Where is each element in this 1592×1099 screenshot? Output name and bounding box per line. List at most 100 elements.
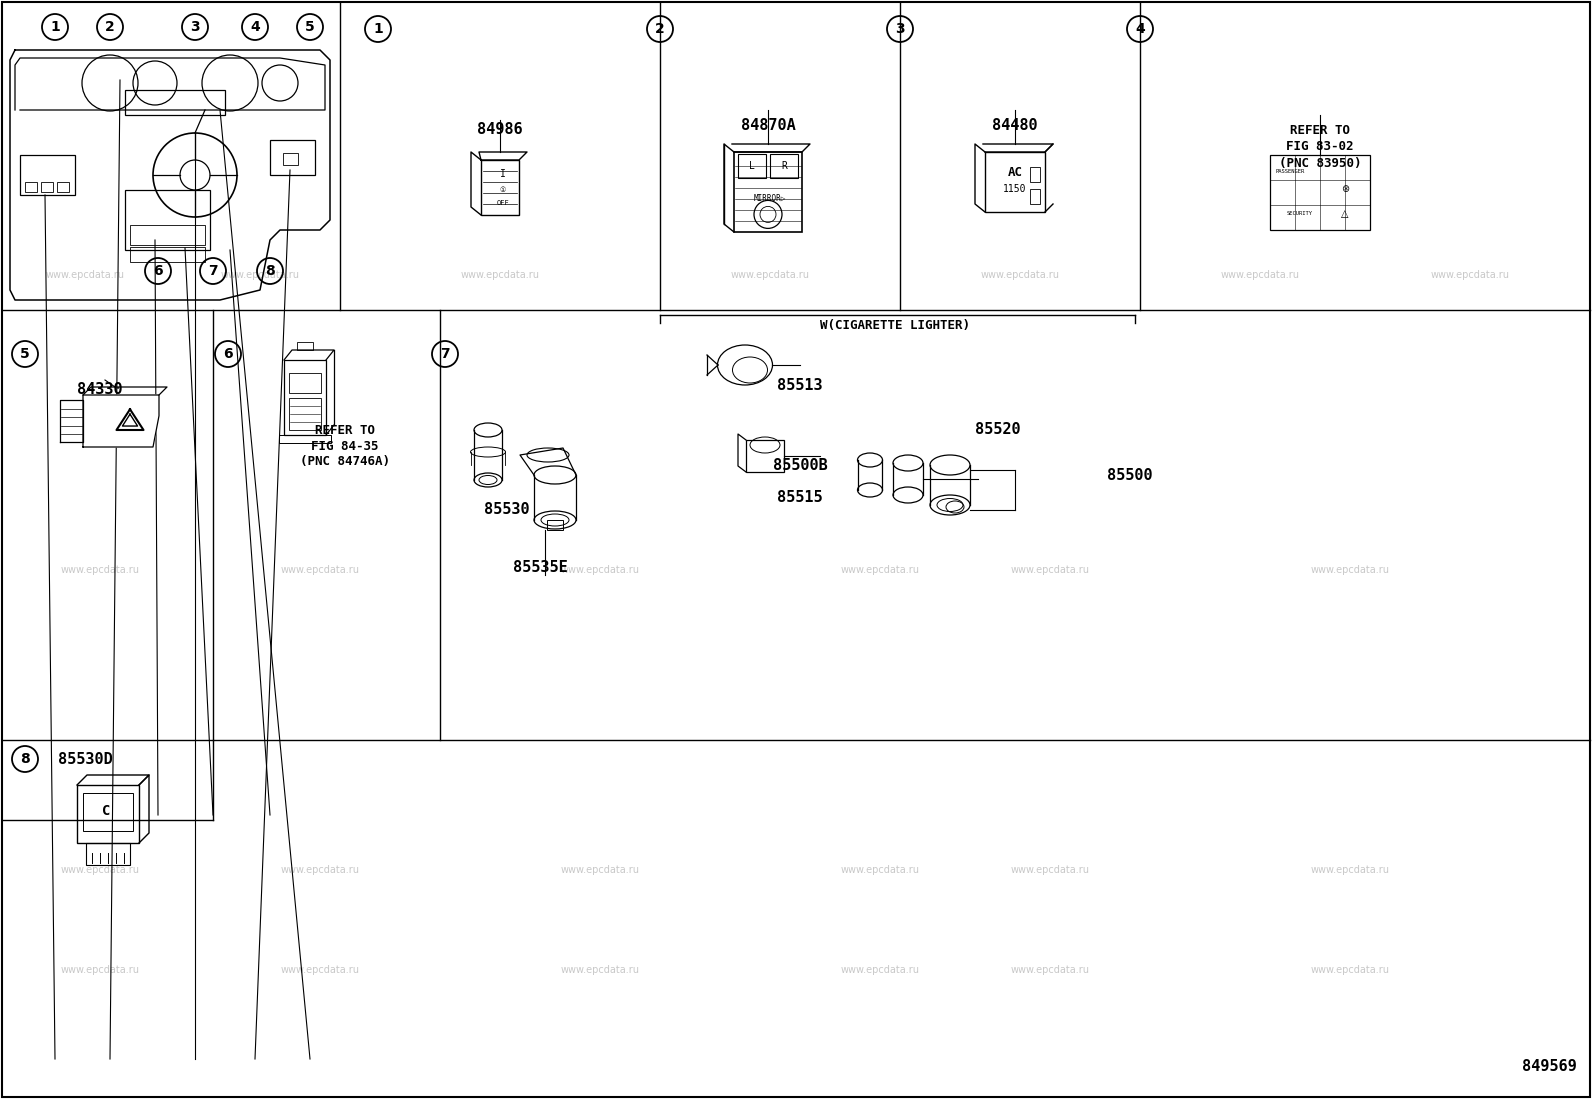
Text: △: △ <box>1340 209 1348 219</box>
Text: MIRROR▷: MIRROR▷ <box>755 193 786 203</box>
Text: 85535E: 85535E <box>513 560 567 576</box>
Text: REFER TO: REFER TO <box>1290 123 1350 136</box>
Text: www.epcdata.ru: www.epcdata.ru <box>46 270 124 280</box>
Polygon shape <box>471 152 481 215</box>
Text: REFER TO: REFER TO <box>315 423 376 436</box>
Text: 85515: 85515 <box>777 489 823 504</box>
Text: www.epcdata.ru: www.epcdata.ru <box>280 965 360 975</box>
Text: www.epcdata.ru: www.epcdata.ru <box>731 270 809 280</box>
Text: 5: 5 <box>306 20 315 34</box>
Text: FIG 83-02: FIG 83-02 <box>1286 141 1353 154</box>
Text: www.epcdata.ru: www.epcdata.ru <box>1310 865 1390 875</box>
Text: www.epcdata.ru: www.epcdata.ru <box>1310 565 1390 575</box>
Text: www.epcdata.ru: www.epcdata.ru <box>1221 270 1299 280</box>
Bar <box>83 793 134 831</box>
Bar <box>734 152 802 232</box>
Bar <box>771 154 798 178</box>
Text: 84480: 84480 <box>992 118 1038 133</box>
Text: L: L <box>750 160 755 171</box>
Polygon shape <box>60 400 83 442</box>
Text: 1150: 1150 <box>1003 185 1027 195</box>
Text: 85500: 85500 <box>1106 467 1153 482</box>
Text: 8: 8 <box>266 264 275 278</box>
Bar <box>57 182 68 192</box>
Bar <box>41 182 53 192</box>
Text: 85500B: 85500B <box>772 457 828 473</box>
Bar <box>1270 155 1371 230</box>
Text: www.epcdata.ru: www.epcdata.ru <box>1011 965 1089 975</box>
Polygon shape <box>83 395 159 447</box>
Text: 6: 6 <box>223 347 232 360</box>
Text: 7: 7 <box>439 347 451 360</box>
Text: R: R <box>782 160 786 171</box>
Text: 4: 4 <box>1135 22 1145 36</box>
Text: W(CIGARETTE LIGHTER): W(CIGARETTE LIGHTER) <box>820 319 970 332</box>
Text: 2: 2 <box>656 22 665 36</box>
Text: www.epcdata.ru: www.epcdata.ru <box>981 270 1060 280</box>
Text: 849569: 849569 <box>1522 1059 1578 1074</box>
Text: 8: 8 <box>21 752 30 766</box>
Bar <box>283 153 298 165</box>
Text: www.epcdata.ru: www.epcdata.ru <box>560 865 640 875</box>
Text: I: I <box>500 169 506 179</box>
Bar <box>739 154 766 178</box>
Text: www.epcdata.ru: www.epcdata.ru <box>460 270 540 280</box>
Text: 1: 1 <box>373 22 382 36</box>
Text: 3: 3 <box>895 22 904 36</box>
Bar <box>290 398 322 430</box>
Text: www.epcdata.ru: www.epcdata.ru <box>1310 965 1390 975</box>
Text: 85513: 85513 <box>777 377 823 392</box>
Text: www.epcdata.ru: www.epcdata.ru <box>280 565 360 575</box>
Text: 1: 1 <box>49 20 60 34</box>
Text: www.epcdata.ru: www.epcdata.ru <box>60 565 140 575</box>
Bar <box>131 225 205 245</box>
Text: 84986: 84986 <box>478 122 522 137</box>
Text: FIG 84-35: FIG 84-35 <box>312 440 379 453</box>
Text: (PNC 83950): (PNC 83950) <box>1278 157 1361 170</box>
Text: ①: ① <box>500 187 506 193</box>
Bar <box>298 342 314 349</box>
Bar <box>548 520 564 530</box>
Text: www.epcdata.ru: www.epcdata.ru <box>1011 865 1089 875</box>
Bar <box>481 160 519 215</box>
Text: 84870A: 84870A <box>740 118 796 133</box>
Bar <box>1030 167 1040 182</box>
Bar <box>271 140 315 175</box>
Text: 7: 7 <box>209 264 218 278</box>
Bar <box>126 190 210 249</box>
Bar <box>1030 189 1040 204</box>
Bar <box>126 90 224 115</box>
Text: www.epcdata.ru: www.epcdata.ru <box>60 865 140 875</box>
Text: www.epcdata.ru: www.epcdata.ru <box>280 865 360 875</box>
Bar <box>76 785 139 843</box>
Bar <box>985 152 1044 212</box>
Text: 3: 3 <box>189 20 201 34</box>
Text: 4: 4 <box>250 20 259 34</box>
Bar <box>25 182 37 192</box>
Text: www.epcdata.ru: www.epcdata.ru <box>841 965 920 975</box>
Bar <box>290 373 322 393</box>
Text: www.epcdata.ru: www.epcdata.ru <box>1431 270 1509 280</box>
Text: C: C <box>102 804 110 818</box>
Text: 5: 5 <box>21 347 30 360</box>
Bar <box>21 155 75 195</box>
Text: 84330: 84330 <box>76 382 123 398</box>
Text: www.epcdata.ru: www.epcdata.ru <box>560 565 640 575</box>
Text: OFF: OFF <box>497 200 509 206</box>
Text: www.epcdata.ru: www.epcdata.ru <box>221 270 299 280</box>
Text: 2: 2 <box>105 20 115 34</box>
Text: 6: 6 <box>153 264 162 278</box>
Text: PASSENGER: PASSENGER <box>1275 169 1304 174</box>
Text: 85530D: 85530D <box>57 753 113 767</box>
Text: 85530: 85530 <box>484 502 530 518</box>
Bar <box>747 440 783 471</box>
Text: 85520: 85520 <box>976 422 1020 437</box>
Text: www.epcdata.ru: www.epcdata.ru <box>841 565 920 575</box>
Text: www.epcdata.ru: www.epcdata.ru <box>60 965 140 975</box>
Text: SECURITY: SECURITY <box>1286 211 1313 217</box>
Bar <box>279 435 331 443</box>
Text: www.epcdata.ru: www.epcdata.ru <box>560 965 640 975</box>
Text: AC: AC <box>1008 167 1022 179</box>
Text: www.epcdata.ru: www.epcdata.ru <box>1011 565 1089 575</box>
Bar <box>131 247 205 262</box>
